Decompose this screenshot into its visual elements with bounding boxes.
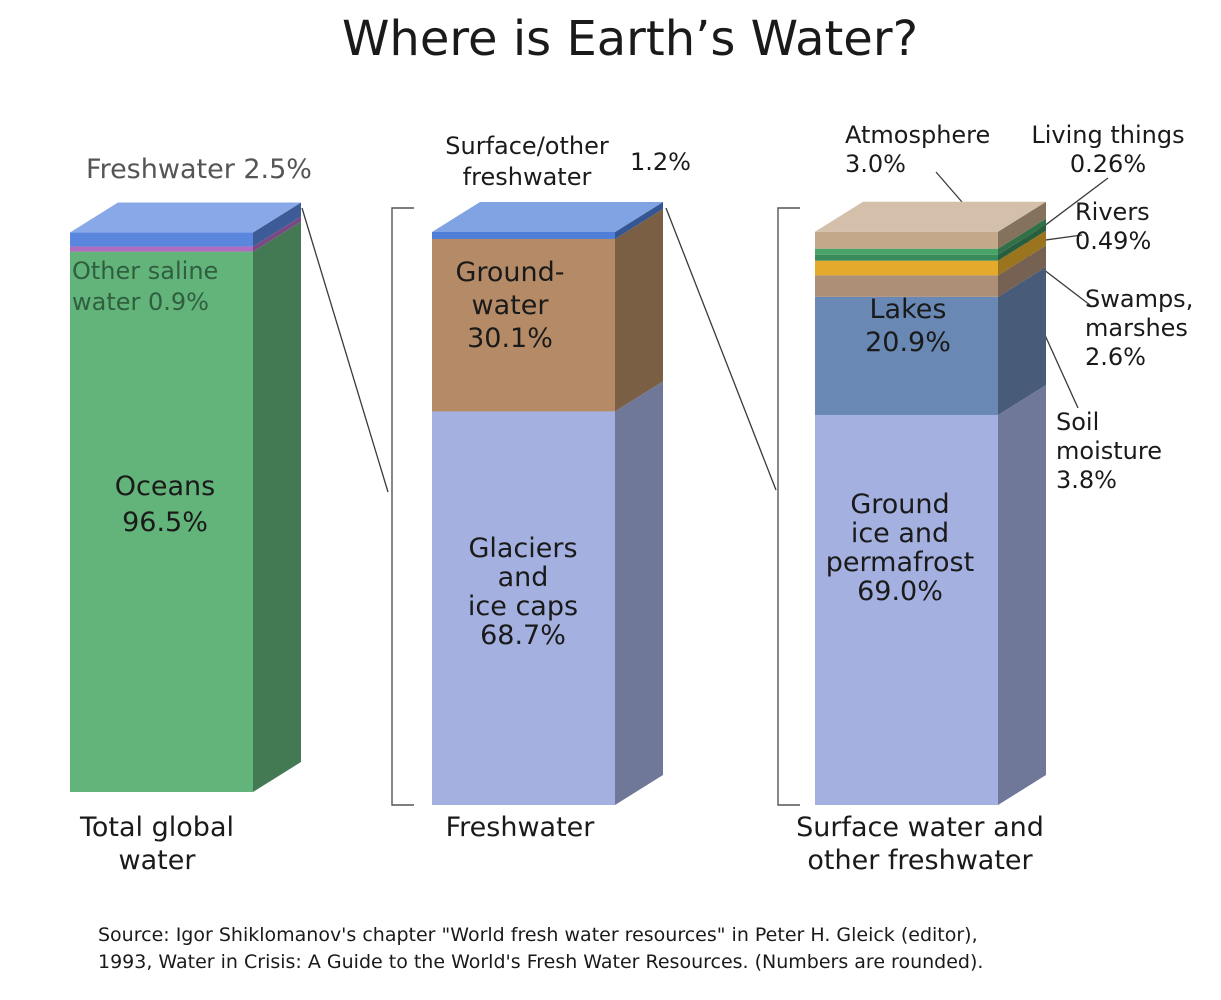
value-label-surface-other-freshwater: 1.2% <box>630 148 691 176</box>
bar-segment-atmosphere <box>815 231 998 249</box>
bar-top-atmosphere <box>815 201 1046 232</box>
bar-segment-rivers <box>815 254 998 261</box>
bar-side-soil-moisture <box>998 245 1046 297</box>
bars-group <box>70 201 1046 805</box>
segment-label-soil-moisture: Soil moisture 3.8% <box>1056 408 1162 494</box>
connector-surface-water <box>665 207 777 491</box>
segment-label-ground-ice-and-permafrost: Ground ice and permafrost 69.0% <box>826 489 974 607</box>
bar-side-other-saline-water <box>253 216 301 252</box>
bar-side-swamps-marshes <box>998 230 1046 276</box>
segment-label-surface-other-freshwater: Surface/other freshwater <box>445 132 609 191</box>
bar-side-freshwater <box>253 202 301 247</box>
bar-side-rivers <box>998 224 1046 261</box>
bar-side-ground-ice-and-permafrost <box>998 384 1046 805</box>
bar-top-freshwater <box>70 202 301 233</box>
labels-group: Total global water Freshwater Surface water… <box>72 121 1193 876</box>
bar-side-living-things <box>998 218 1046 255</box>
bar-segment-glaciers-and-ice-caps <box>432 411 615 805</box>
bar-segment-freshwater <box>70 232 253 247</box>
segment-label-glaciers-and-ice-caps: Glaciers and ice caps 68.7% <box>468 533 578 651</box>
bar-side-lakes <box>998 266 1046 415</box>
bar-segment-surface-other-freshwater <box>432 232 615 239</box>
bar-side-groundwater <box>615 209 663 412</box>
segment-label-living-things: Living things 0.26% <box>1031 121 1184 178</box>
segment-label-swamps-marshes: Swamps, marshes 2.6% <box>1085 285 1193 371</box>
segment-label-rivers: Rivers 0.49% <box>1075 198 1151 255</box>
bracket-1 <box>391 207 414 806</box>
segment-label-oceans: Oceans 96.5% <box>115 471 215 538</box>
bar-segment-lakes <box>815 296 998 415</box>
connector-freshwater <box>301 207 389 493</box>
column-freshwater <box>432 202 663 805</box>
column-total-global-water <box>70 202 301 793</box>
bar-segment-living-things <box>815 248 998 255</box>
leader-atmosphere <box>935 171 963 203</box>
bar-segment-ground-ice-and-permafrost <box>815 414 998 805</box>
bar-side-glaciers-and-ice-caps <box>615 381 663 805</box>
bar-segment-swamps-marshes <box>815 260 998 276</box>
bar-segment-groundwater <box>432 239 615 412</box>
bar-side-surface-other-freshwater <box>615 202 663 239</box>
bar-segment-other-saline-water <box>70 246 253 252</box>
chart-title: Where is Earth’s Water? <box>342 11 918 67</box>
segment-label-other-saline-water: Other saline water 0.9% <box>72 257 218 316</box>
segment-label-lakes: Lakes 20.9% <box>865 294 951 358</box>
bar-top-surface-other-freshwater <box>432 202 663 232</box>
segment-label-groundwater: Ground-water 30.1% <box>455 257 564 354</box>
connector-lines <box>221 171 1109 806</box>
bar-segment-soil-moisture <box>815 275 998 297</box>
segment-label-atmosphere: Atmosphere 3.0% <box>845 121 990 178</box>
category-label-surface-water-and-other-freshwater: Surface water and other freshwater <box>796 812 1044 876</box>
segment-label-freshwater: Freshwater 2.5% <box>86 154 312 185</box>
source-text: Source: Igor Shiklomanov's chapter "Worl… <box>98 924 983 973</box>
category-label-freshwater: Freshwater <box>446 812 596 843</box>
bar-segment-oceans <box>70 251 253 793</box>
category-label-total-global-water: Total global water <box>79 812 234 876</box>
source-note: Source: Igor Shiklomanov's chapter "Worl… <box>98 924 983 973</box>
bar-side-oceans <box>253 221 301 793</box>
bar-side-atmosphere <box>998 201 1046 249</box>
column-surface-water-and-other-freshwater <box>815 201 1046 805</box>
bracket-2 <box>777 207 800 806</box>
